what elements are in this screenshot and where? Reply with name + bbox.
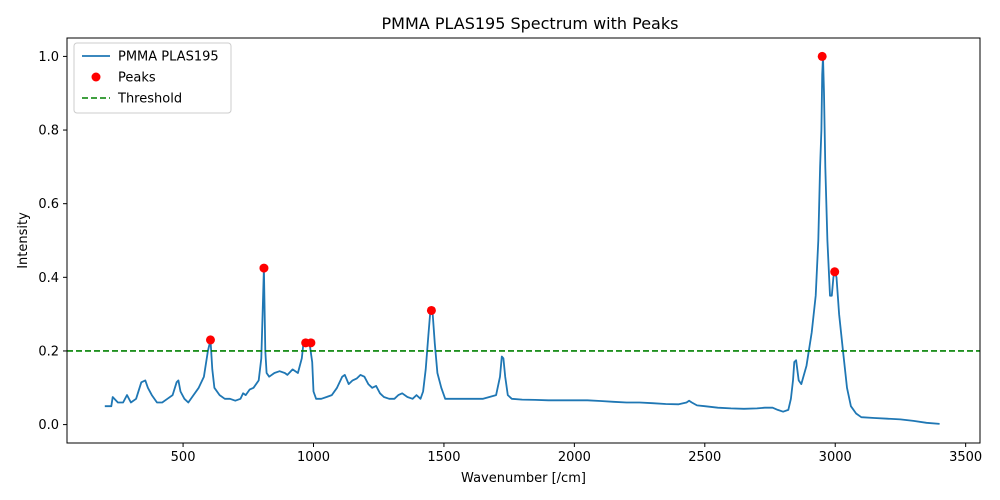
y-tick-label: 0.6 bbox=[38, 197, 59, 212]
plot-area bbox=[67, 51, 980, 425]
legend-label: PMMA PLAS195 bbox=[118, 50, 219, 65]
peak-marker bbox=[306, 338, 316, 348]
plot-frame bbox=[66, 37, 981, 444]
y-tick-label: 1.0 bbox=[38, 50, 59, 65]
y-axis: 0.0 0.2 0.4 0.6 0.8 1.0 bbox=[38, 50, 67, 433]
x-axis: 500 1000 1500 2000 2500 3000 3500 bbox=[171, 443, 982, 465]
x-tick-label: 3000 bbox=[819, 450, 852, 465]
legend-swatch-peaks bbox=[91, 72, 101, 82]
peak-marker bbox=[259, 263, 269, 273]
legend-label: Peaks bbox=[118, 71, 156, 86]
x-tick-label: 2000 bbox=[558, 450, 591, 465]
x-tick-label: 500 bbox=[171, 450, 196, 465]
peak-marker bbox=[205, 335, 215, 345]
y-tick-label: 0.4 bbox=[38, 271, 59, 286]
x-tick-label: 2500 bbox=[688, 450, 721, 465]
legend: PMMA PLAS195 Peaks Threshold bbox=[73, 42, 232, 114]
y-tick-label: 0.0 bbox=[38, 418, 59, 433]
x-tick-label: 1000 bbox=[297, 450, 330, 465]
y-tick-label: 0.2 bbox=[38, 344, 59, 359]
peak-marker bbox=[830, 267, 840, 277]
y-axis-title: Intensity bbox=[16, 212, 31, 269]
x-axis-title: Wavenumber [/cm] bbox=[461, 471, 586, 486]
legend-box bbox=[73, 42, 232, 114]
legend-label: Threshold bbox=[117, 92, 182, 107]
peak-marker bbox=[817, 51, 827, 61]
x-tick-label: 3500 bbox=[949, 450, 982, 465]
peak-marker bbox=[426, 305, 436, 315]
y-tick-label: 0.8 bbox=[38, 124, 59, 139]
x-tick-label: 1500 bbox=[427, 450, 460, 465]
spectrum-line bbox=[104, 55, 940, 425]
chart-title: PMMA PLAS195 Spectrum with Peaks bbox=[382, 14, 679, 33]
